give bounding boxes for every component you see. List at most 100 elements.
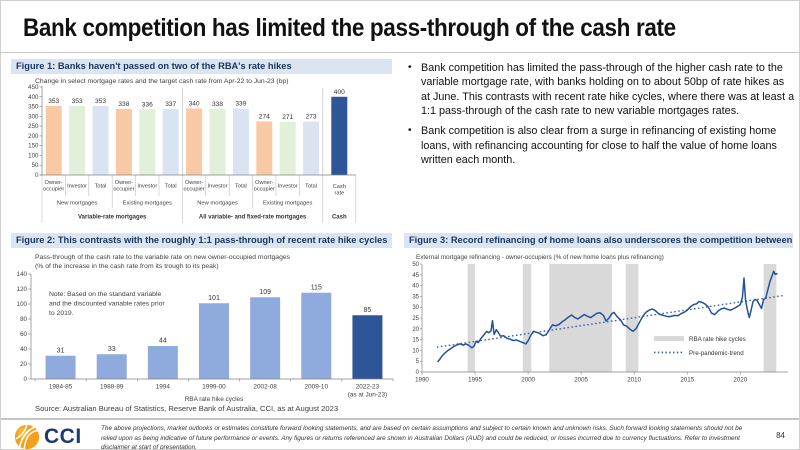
y-tick-label: 20 [412,327,419,333]
bar-value-label: 337 [165,101,176,108]
bullet-list: Bank competition has limited the pass-th… [407,61,795,174]
legend-swatch-band [654,336,684,341]
y-tick-label: 40 [20,346,27,353]
bar [331,96,348,175]
x-tick-label: 2005 [574,377,588,384]
bar-value-label: 340 [189,101,200,108]
y-tick-label: 15 [412,338,419,344]
bar-value-label: 44 [159,338,167,345]
figure3-header: Figure 3: Record refinancing of home loa… [404,233,793,248]
y-tick-label: 20 [20,361,27,368]
y-tick-label: 50 [412,262,419,268]
x-tick-sublabel: (as at Jun-23) [348,392,387,399]
chart-subtitle: (% of the increase in the cash rate from… [35,263,219,270]
bar-value-label: 101 [208,295,220,302]
bullet-item: Bank competition has limited the pass-th… [407,61,795,118]
y-tick-label: 50 [32,162,39,169]
figure3-chart: External mortgage refinancing - owner-oc… [404,251,794,408]
rate-hike-band [467,264,476,372]
figure2-chart: Pass-through of the cash rate to the var… [11,251,396,408]
cci-logo-icon [14,424,40,449]
bar [115,108,132,175]
x-tick-label: 2020 [733,377,747,384]
x-tick-label: 1984-85 [49,384,73,391]
source-note: Source: Australian Bureau of Statistics,… [35,404,339,413]
y-tick-label: 450 [28,84,39,91]
x-tick-label: 2002-08 [253,384,277,391]
bar-value-label: 338 [212,101,223,108]
x-tick-label: rate [334,191,344,197]
y-tick-label: 150 [28,143,39,150]
x-tick-label: Total [95,184,107,190]
y-tick-label: 400 [28,94,39,101]
x-tick-label: Total [305,184,317,190]
x-tick-label: Total [235,184,247,190]
bar-value-label: 31 [57,347,65,354]
y-tick-label: 140 [17,271,28,278]
figure2-header: Figure 2: This contrasts with the roughl… [11,233,392,248]
bar [96,354,127,379]
figure1-header: Figure 1: Banks haven't passed on two of… [11,59,392,74]
trend-line [436,294,785,348]
x-tick-label: 2015 [680,377,694,384]
bar [279,122,296,175]
x-tick-label: 2022-23 [356,384,380,391]
bar [352,315,383,379]
x-tick-label: occupier [43,187,64,193]
bar-value-label: 109 [259,289,271,296]
chart-subtitle: Change in select mortgage rates and the … [35,78,289,85]
bar-value-label: 33 [108,346,116,353]
group-label: Cash [332,215,347,221]
bar [92,105,109,175]
bar-value-label: 274 [259,113,270,120]
y-tick-label: 80 [20,316,27,323]
disclaimer-text: The above projections, market outlooks o… [101,425,743,450]
x-tick-label: 1995 [468,377,482,384]
chart-note: and the discounted variable rates prior [49,301,165,308]
chart-subtitle: External mortgage refinancing - owner-oc… [416,254,664,261]
x-tick-label: 2009-10 [305,384,329,391]
page-title: Bank competition has limited the pass-th… [23,14,676,42]
x-axis-title: RBA rate hike cycles [185,396,244,403]
x-tick-label: 1999-00 [202,384,226,391]
subgroup-label: Existing mortgages [123,201,172,207]
figure1-chart-svg: Change in select mortgage rates and the … [28,78,357,223]
bar-value-label: 271 [282,114,293,121]
y-tick-label: 10 [412,348,419,354]
x-tick-label: 2010 [627,377,641,384]
y-tick-label: 25 [412,316,419,322]
bar [199,303,229,379]
y-tick-label: 300 [28,113,39,120]
bar [303,121,320,175]
x-tick-label: Cash [333,184,346,190]
y-tick-label: 5 [416,359,420,365]
x-tick-label: Investor [137,184,157,190]
x-tick-label: Owner- [115,180,133,186]
bar [301,292,332,379]
y-tick-label: 40 [412,284,419,290]
y-tick-label: 100 [17,301,28,308]
bar-value-label: 338 [118,101,129,108]
bar [45,355,76,379]
bar-value-label: 115 [311,284,322,291]
figure1-chart: Change in select mortgage rates and the … [11,75,396,232]
bar-value-label: 339 [235,101,246,108]
bar-value-label: 353 [95,98,106,105]
x-tick-label: Owner- [45,180,63,186]
figure2-chart-svg: Pass-through of the cash rate to the var… [17,254,394,403]
x-tick-label: occupier [254,187,275,193]
x-tick-label: Investor [67,184,87,190]
bar [45,105,62,175]
title-divider [1,52,799,53]
y-tick-label: 30 [412,305,419,311]
footer: CCI The above projections, market outloo… [1,418,799,450]
group-label: Variable-rate mortgages [78,215,147,221]
y-tick-label: 60 [20,331,27,338]
subgroup-label: New mortgages [57,201,98,207]
x-tick-label: occupier [113,187,134,193]
group-label: All variable- and fixed-rate mortgages [199,215,307,221]
figure3-chart-svg: External mortgage refinancing - owner-oc… [412,254,788,384]
bar [232,108,249,175]
x-tick-label: 1988-89 [100,384,124,391]
x-tick-label: 1994 [156,384,171,391]
